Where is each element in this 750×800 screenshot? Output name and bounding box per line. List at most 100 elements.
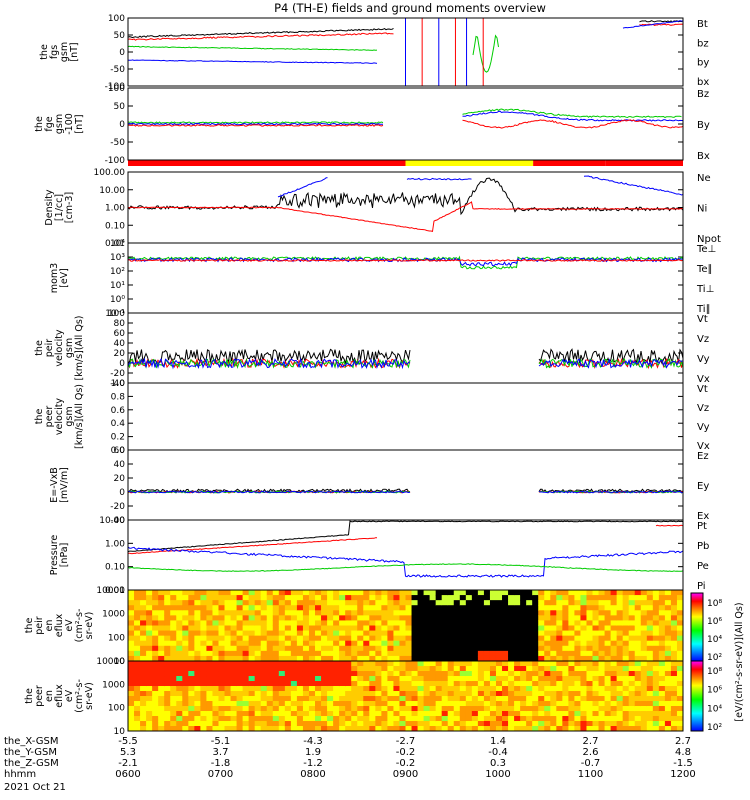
spectrogram-cell [140,706,147,712]
spectrogram-cell [580,650,587,657]
spectrogram-cell [562,635,569,642]
spectrogram-cell [598,681,606,687]
spectrogram-cell [363,696,370,702]
spectrogram-cell [514,721,521,727]
spectrogram-cell [254,595,262,601]
spectrogram-cell [188,635,195,642]
spectrogram-cell [676,721,684,727]
spectrogram-cell [242,686,250,692]
spectrogram-cell [200,721,207,727]
spectrogram-cell [646,706,654,712]
spectrogram-cell [550,701,557,707]
spectrogram-cell [586,625,594,632]
spectrogram-cell [634,701,642,707]
spectrogram-cell [502,605,509,611]
spectrogram-cell [230,686,238,692]
spectrogram-cell [290,661,298,667]
spectrogram-cell [315,681,322,687]
spectrogram-cell [242,605,250,611]
spectrogram-cell [290,600,298,606]
spectrogram-cell [586,600,594,606]
spectrogram-cell [495,671,503,677]
spectrogram-cell [477,635,485,642]
spectrogram-cell [652,706,660,712]
spectrogram-cell [399,696,406,702]
spectrogram-cell [242,721,250,727]
spectrogram-cell [206,681,213,687]
spectrogram-cell [254,650,262,657]
spectrogram-cell [278,681,286,687]
spectrogram-cell [387,696,394,702]
spectrogram-cell [140,595,147,601]
spectrogram-cell [610,711,618,717]
spectrogram-cell [321,726,328,732]
spectrogram-cell [580,706,587,712]
spectrogram-cell [333,666,340,672]
spectrogram-cell [429,726,437,732]
spectrogram-cell [405,605,413,611]
spectrogram-cell [532,676,539,682]
spectrogram-cell [152,600,159,606]
spectrogram-cell [375,640,382,647]
spectrogram-cell [194,676,201,682]
spectrogram-cell [206,721,213,727]
spectrogram-cell [610,655,618,662]
ylabel-line: the [34,116,45,132]
spectrogram-cell [248,655,256,662]
spectrogram-cell [260,681,268,687]
spectrogram-cell [200,625,207,632]
spectrogram-cell [592,686,600,692]
ylabel-line: the [24,618,35,634]
spectrogram-cell [526,686,533,692]
spectrogram-cell [568,600,575,606]
spectrogram-cell [604,721,612,727]
spectrogram-cell [550,590,557,596]
spectrogram-cell [622,650,630,657]
spectrogram-cell [339,595,346,601]
spectrogram-cell [562,696,569,702]
legend-bz: bz [697,38,709,49]
spectrogram-cell [562,726,569,732]
spectrogram-cell [676,595,684,601]
spectrogram-cell [477,605,485,611]
xaxis-value-x_gsm: -4.3 [303,736,323,747]
spectrogram-cell [411,706,419,712]
spectrogram-cell [676,605,684,611]
spectrogram-cell [652,671,660,677]
spectrogram-cell [610,640,618,647]
spectrogram-cell [435,696,443,702]
spectrogram-cell [405,620,413,626]
ytick-label: 10000 [96,657,125,667]
spectrogram-cell [550,595,557,601]
spectrogram-cell [290,666,298,672]
spectrogram-cell [676,610,684,616]
spectrogram-cell [296,661,304,667]
spectrogram-cell [580,610,587,616]
spectrogram-cell [345,696,352,702]
spectrogram-cell [574,706,581,712]
spectrogram-cell [580,640,587,647]
spectrogram-cell [158,610,165,616]
spectrogram-cell [278,676,286,682]
spectrogram-cell [508,625,515,632]
spectrogram-cell [676,590,684,596]
spectrogram-cell [236,681,244,687]
legend-Ez: Ez [697,451,709,462]
spectrogram-cell [508,706,515,712]
spectrogram-cell [164,681,171,687]
spectrogram-cell [622,635,630,642]
spectrogram-cell [586,671,594,677]
spectrogram-cell [508,691,515,697]
spectrogram-cell [134,691,141,697]
spectrogram-cell [242,615,250,621]
spectrogram-cell [405,676,413,682]
spectrogram-cell [616,696,624,702]
spectrogram-cell [411,711,419,717]
spectrogram-cell [351,630,358,637]
ytick-label: 0.10 [105,563,125,573]
spectrogram-cell [616,721,624,727]
spectrogram-cell [188,661,195,667]
spectrogram-cell [556,716,563,722]
spectrogram-cell [218,625,226,632]
spectrogram-cell [604,600,612,606]
